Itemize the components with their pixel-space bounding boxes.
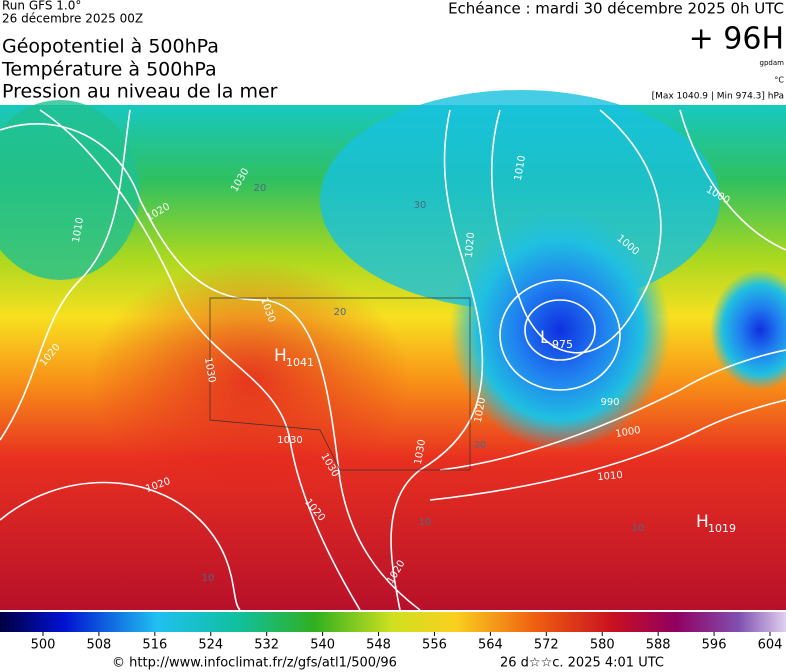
run-date: 26 décembre 2025 00Z [2, 12, 143, 26]
colorbar-tick-label: 596 [702, 638, 727, 653]
isobar-label: 1010 [71, 217, 86, 244]
temperature-label: 30 [414, 200, 427, 211]
temperature-label: 20 [334, 307, 347, 318]
isobar-label: 1020 [464, 232, 477, 258]
isobar-label: 1010 [513, 155, 528, 182]
title-line: Température à 500hPa [1, 59, 217, 81]
temperature-label: 10 [202, 573, 215, 584]
colorbar-tick-label: 572 [534, 638, 559, 653]
colorbar-tick-label: 564 [478, 638, 503, 653]
center-value: 1041 [286, 356, 314, 369]
unit-geo: gpdam [760, 59, 785, 67]
run: Run GFS 1.0° [2, 0, 81, 13]
header: Run GFS 1.0° 26 décembre 2025 00Z Géopot… [1, 0, 784, 103]
colorbar [0, 612, 786, 632]
unit-temp: °C [774, 76, 784, 85]
colorbar-tick-label: 532 [254, 638, 279, 653]
isobar-label: 990 [600, 397, 619, 408]
colorbar-tick-label: 556 [422, 638, 447, 653]
title-line: Géopotentiel à 500hPa [2, 36, 219, 58]
pressure-range: [Max 1040.9 | Min 974.3] hPa [652, 92, 784, 102]
colorbar-tick-label: 540 [310, 638, 335, 653]
isobar-label: 1030 [413, 439, 428, 466]
isobar-label: 1000 [615, 425, 642, 440]
center-letter: L [540, 328, 550, 348]
isobar-label: 1030 [277, 435, 302, 446]
colorbar-tick-label: 508 [87, 638, 112, 653]
isobar-label: 1020 [473, 397, 488, 424]
colorbar-tick-label: 548 [366, 638, 391, 653]
footer-source: © http://www.infoclimat.fr/z/gfs/atl1/50… [112, 656, 397, 671]
center-value: 1019 [708, 522, 736, 535]
colorbar-tick-label: 588 [646, 638, 671, 653]
temperature-label: 20 [474, 440, 487, 451]
colorbar-tick-label: 500 [31, 638, 56, 653]
footer-time: 26 d☆☆c. 2025 4:01 UTC [500, 656, 664, 671]
colorbar-tick-label: 604 [758, 638, 783, 653]
isobar-label: 1030 [202, 357, 217, 384]
temperature-label: 10 [419, 517, 432, 528]
center-letter: H [696, 512, 709, 532]
isobar-label: 1010 [597, 470, 623, 483]
center-value: 975 [552, 338, 573, 351]
colorbar-tick-label: 580 [590, 638, 615, 653]
title-line: Pression au niveau de la mer [2, 81, 278, 103]
colorbar-tick-label: 516 [142, 638, 167, 653]
lead-time: + 96H [689, 22, 784, 57]
map [0, 90, 786, 611]
temperature-label: 20 [254, 183, 267, 194]
echeance: Echéance : mardi 30 décembre 2025 0h UTC [448, 0, 784, 18]
temperature-label: 10 [632, 523, 645, 534]
colorbar-tick-label: 524 [198, 638, 223, 653]
center-letter: H [274, 346, 287, 366]
